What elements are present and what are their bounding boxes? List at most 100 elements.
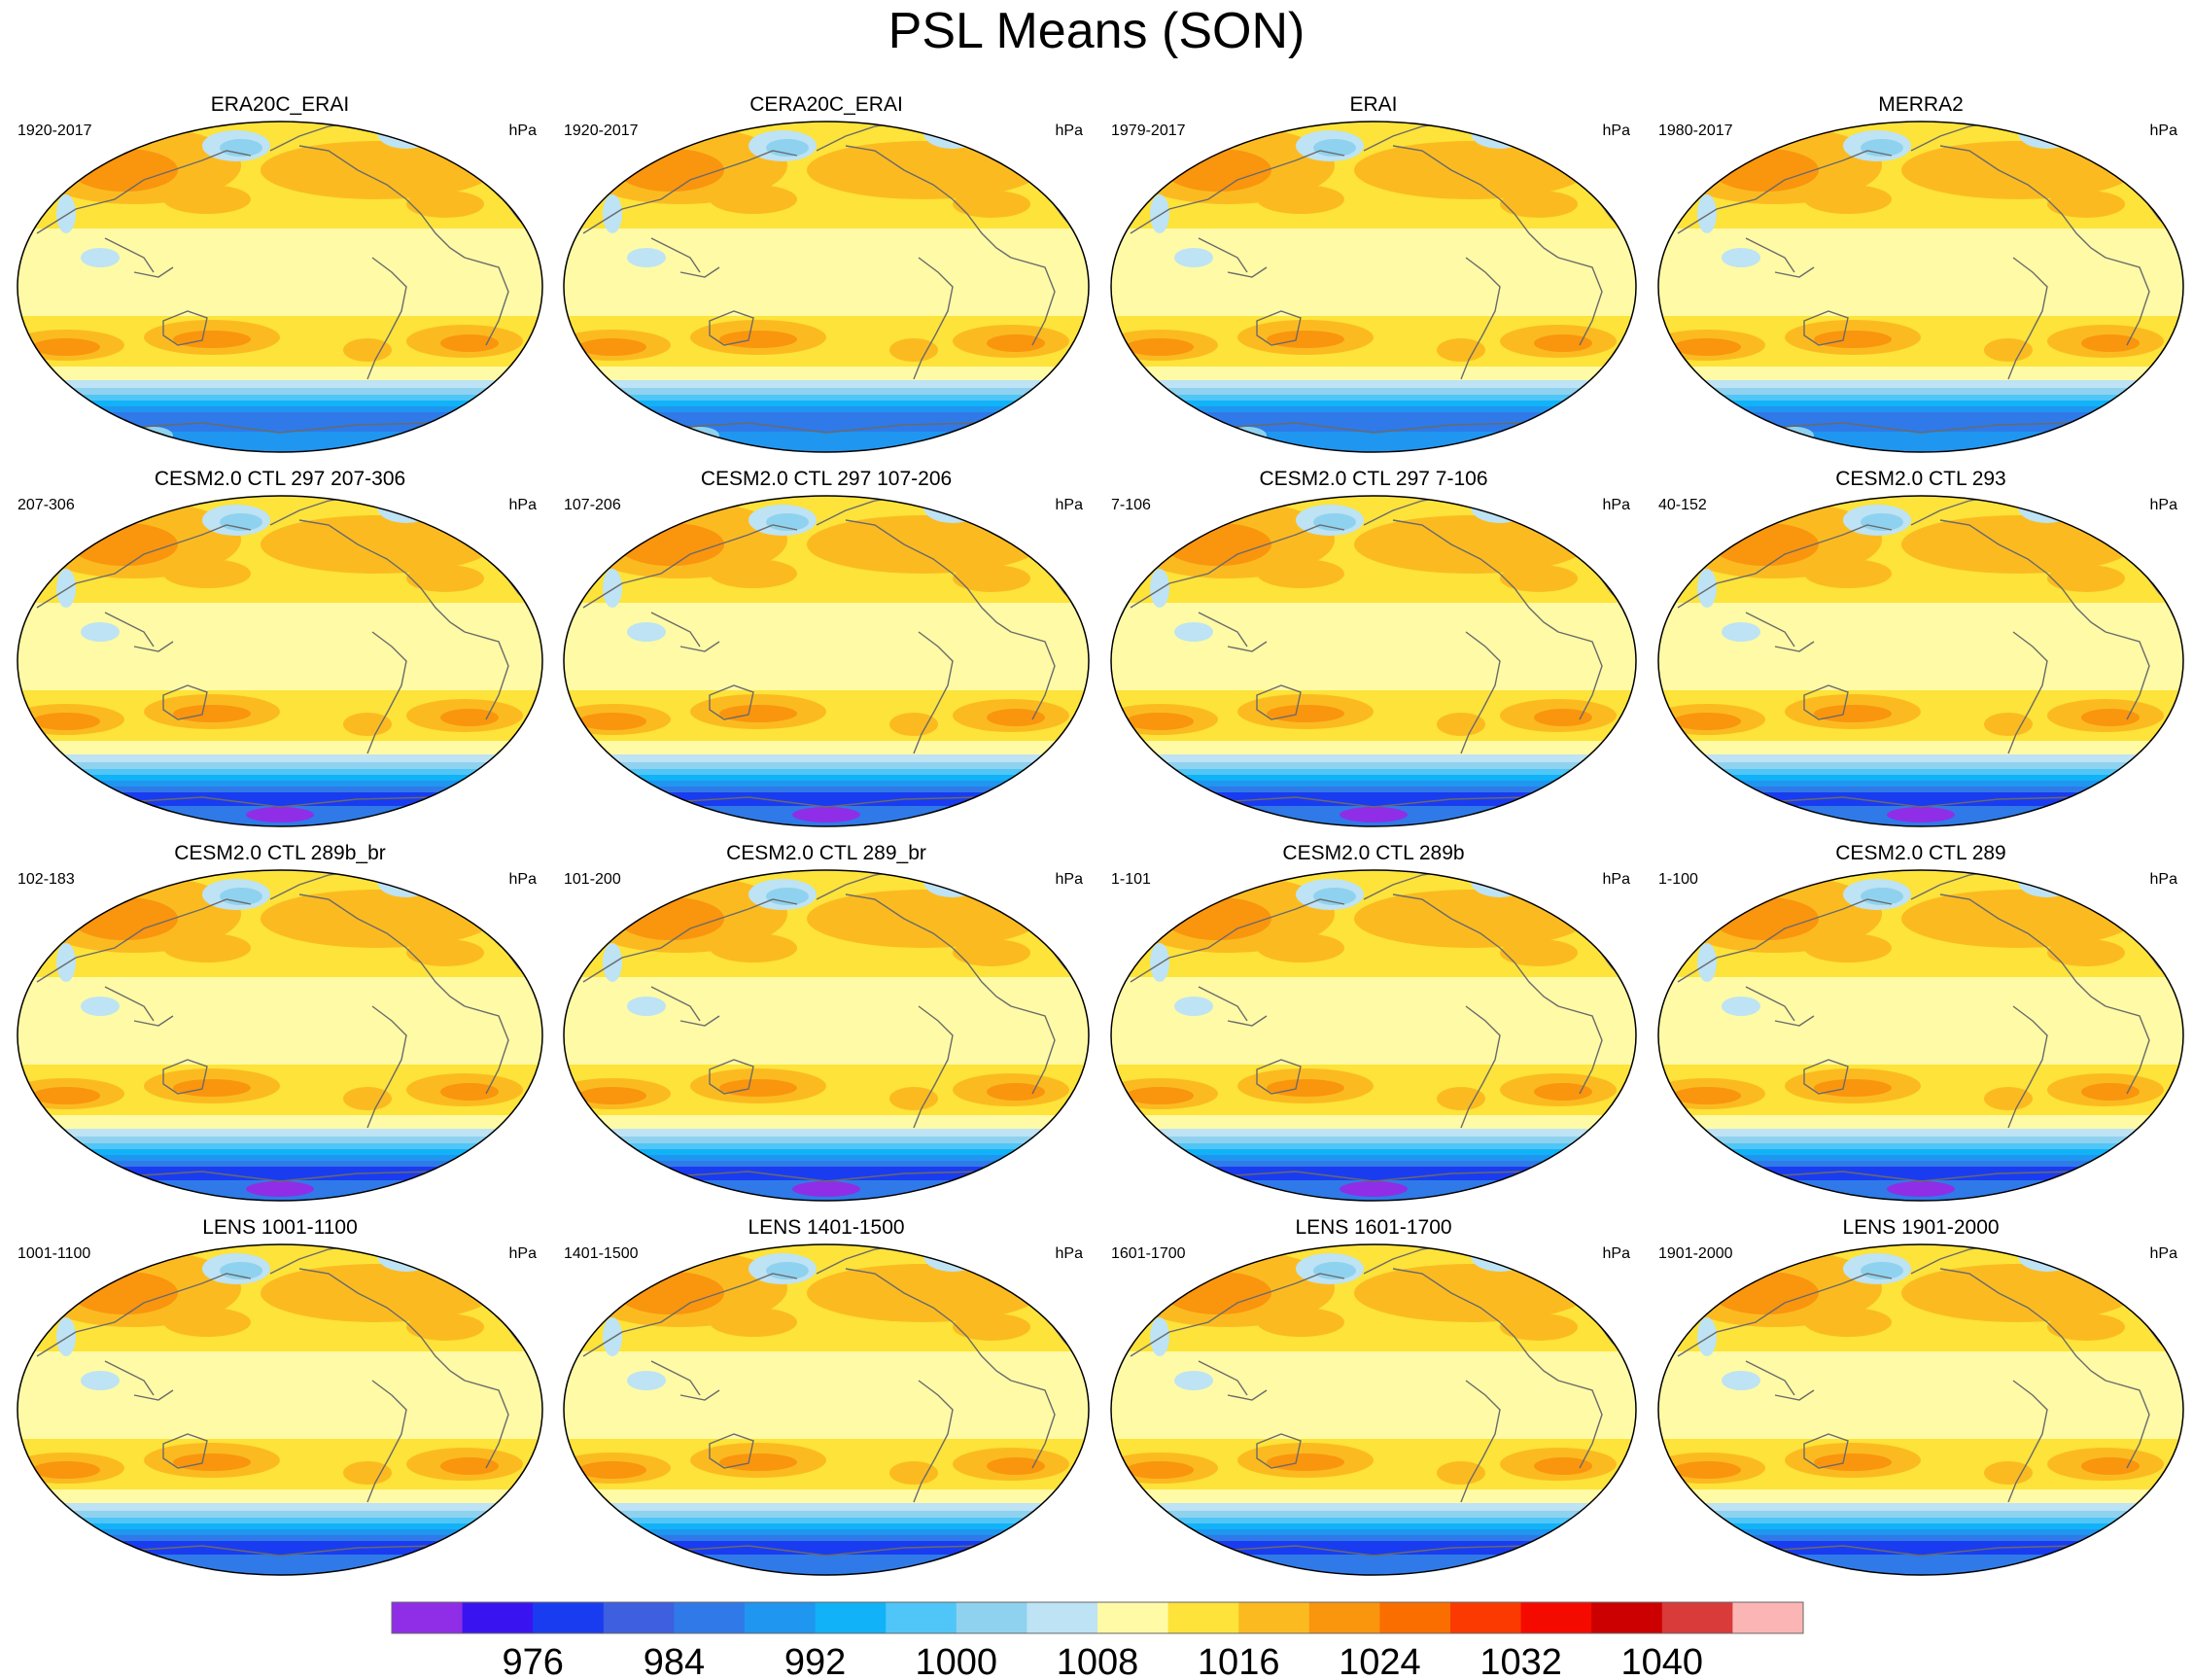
- band-1004: [17, 1137, 542, 1143]
- azores-high: [953, 939, 1030, 966]
- map-panel: CESM2.0 CTL 297 107-206 107-206 hPa: [554, 467, 1098, 836]
- band-circumpolar-low: [1658, 792, 2183, 806]
- band-996: [564, 775, 1089, 781]
- coastline: [913, 631, 954, 754]
- coastline: [1198, 1360, 1248, 1396]
- coastline: [2105, 1380, 2150, 1469]
- band-1000: [1111, 395, 1636, 401]
- coastline: [1557, 631, 1603, 720]
- panel-title: LENS 1601-1700: [1295, 1216, 1452, 1239]
- band-1000: [564, 1518, 1089, 1523]
- coastline: [1392, 1268, 1559, 1382]
- band-1000: [1658, 1518, 2183, 1523]
- map-border: [563, 869, 1090, 1202]
- coastline: [679, 266, 720, 278]
- panel-units: hPa: [1602, 1245, 1630, 1262]
- north-pacific-high: [710, 559, 797, 588]
- south-pacific-high-core: [1814, 1079, 1892, 1097]
- panel-title: CESM2.0 CTL 293: [1835, 468, 2006, 490]
- maritime-low: [81, 997, 120, 1016]
- band-996: [1111, 1523, 1636, 1529]
- coastline: [1010, 257, 1056, 346]
- band-1008: [1111, 380, 1636, 388]
- band-996: [564, 1523, 1089, 1529]
- coastline: [1256, 684, 1302, 720]
- map-plot: [17, 121, 543, 453]
- south-pacific-high-core: [719, 705, 797, 722]
- band-996: [1658, 775, 2183, 781]
- band-992: [564, 781, 1089, 787]
- panel-title: CESM2.0 CTL 297 107-206: [700, 468, 953, 490]
- coastline: [1939, 1268, 2106, 1382]
- panel-years: 101-200: [564, 871, 621, 888]
- band-992: [17, 781, 542, 787]
- coastline: [1803, 1433, 1849, 1469]
- psl-field: [1658, 1244, 2183, 1575]
- coastline: [679, 1015, 720, 1027]
- south-atlantic-high-core: [440, 1457, 499, 1475]
- map-plot: [1110, 495, 1637, 827]
- coastline: [162, 1433, 208, 1469]
- south-atlantic-high-core: [2081, 1083, 2140, 1101]
- map-border: [17, 121, 543, 453]
- panel-title: LENS 1001-1100: [202, 1216, 358, 1239]
- band-tropics: [564, 228, 1089, 316]
- north-pacific-high: [1257, 933, 1344, 962]
- north-america-high: [261, 1264, 494, 1322]
- south-atlantic-high-core: [987, 334, 1045, 352]
- band-tropics: [1658, 977, 2183, 1065]
- band-1012: [17, 1115, 542, 1129]
- map-border: [563, 1243, 1090, 1576]
- indian-low: [1150, 569, 1169, 608]
- band-1000: [17, 1143, 542, 1149]
- band-1012: [1658, 741, 2183, 754]
- map-border: [563, 121, 1090, 453]
- antarctic-core-low: [792, 807, 860, 822]
- south-atlantic-high-core: [1534, 709, 1592, 726]
- coastline: [104, 986, 155, 1022]
- panel-units: hPa: [508, 871, 537, 888]
- coastline: [1198, 237, 1248, 273]
- band-988: [17, 787, 542, 792]
- colorbar-label: 1040: [1621, 1642, 1704, 1680]
- south-america-high: [343, 1087, 392, 1110]
- maritime-low: [627, 1371, 666, 1390]
- band-992: [564, 1155, 1089, 1161]
- coastline: [845, 519, 1012, 633]
- colorbar-label: 992: [784, 1642, 846, 1680]
- psl-field: [1658, 870, 2183, 1201]
- coastline: [133, 1389, 174, 1401]
- band-1008: [1111, 1503, 1636, 1511]
- coastline: [104, 1360, 155, 1396]
- band-988: [1111, 1161, 1636, 1167]
- map-border: [1657, 121, 2184, 453]
- coastline: [582, 150, 798, 234]
- coastline: [1677, 150, 1893, 234]
- indian-low: [56, 194, 76, 233]
- indian-ocean-high-core: [1673, 713, 1741, 730]
- antarctic-core-low: [792, 1181, 860, 1197]
- coastline: [1198, 612, 1248, 648]
- south-america-high: [1437, 1087, 1485, 1110]
- coastline: [845, 145, 1012, 259]
- coastline: [2007, 631, 2048, 754]
- band-circumpolar-low: [1111, 1167, 1636, 1180]
- panel-title: CERA20C_ERAI: [749, 93, 903, 116]
- band-988: [564, 787, 1089, 792]
- band-circumpolar-low: [1658, 1167, 2183, 1180]
- south-atlantic-high-core: [2081, 334, 2140, 352]
- indian-low: [56, 1317, 76, 1356]
- coastline: [1392, 519, 1559, 633]
- north-pacific-high: [163, 1308, 251, 1337]
- panel-title: MERRA2: [1878, 93, 1964, 116]
- azores-high: [406, 191, 484, 218]
- indian-ocean-high-core: [1126, 338, 1194, 356]
- band-1004: [17, 388, 542, 395]
- coastline: [913, 257, 954, 380]
- antarctic-core-low: [1340, 1181, 1408, 1197]
- panel-units: hPa: [2149, 122, 2177, 139]
- south-atlantic-high-core: [1534, 1083, 1592, 1101]
- band-tropics: [1658, 603, 2183, 690]
- band-tropics: [17, 977, 542, 1065]
- coastline: [1803, 1059, 1849, 1095]
